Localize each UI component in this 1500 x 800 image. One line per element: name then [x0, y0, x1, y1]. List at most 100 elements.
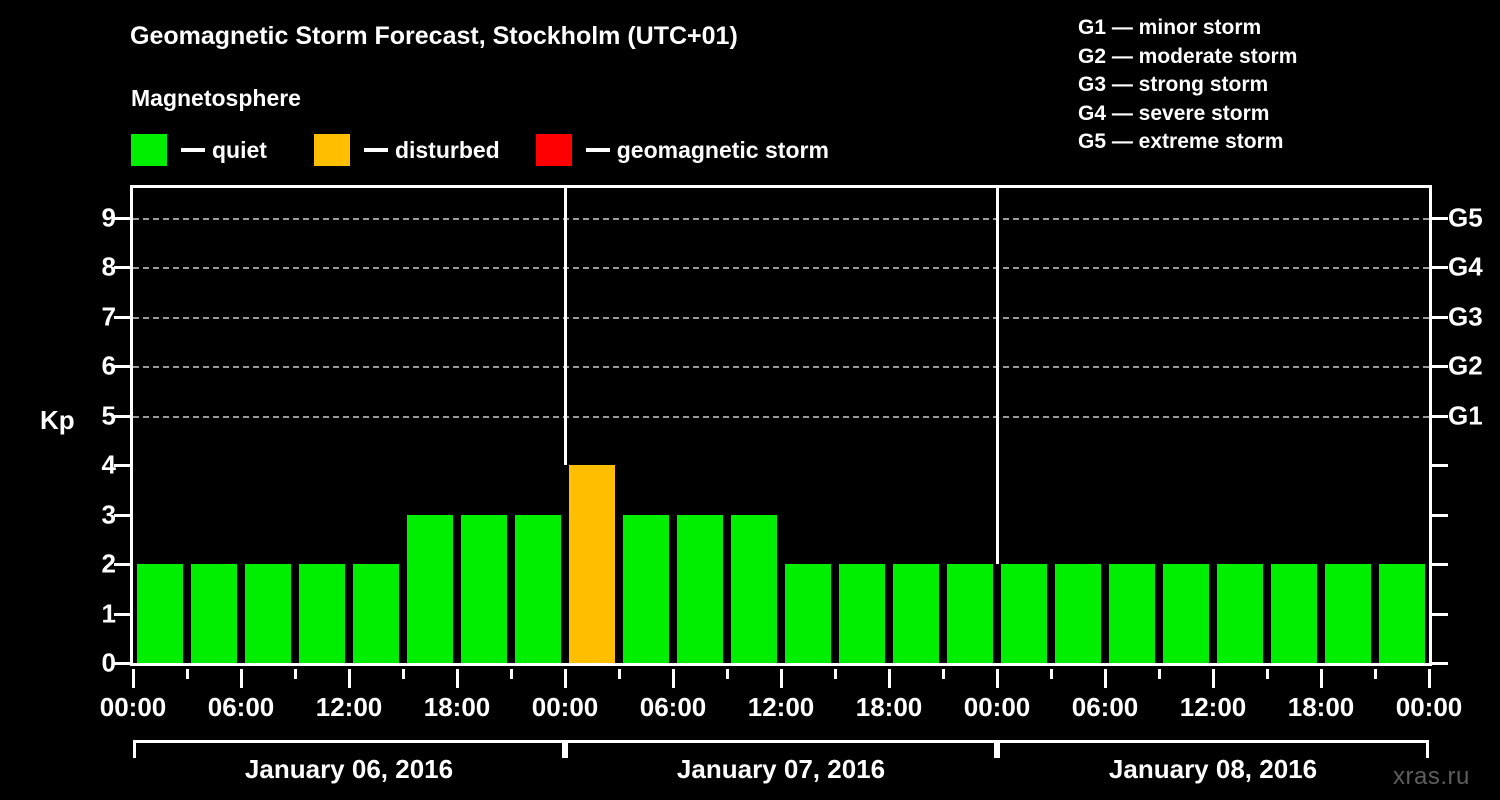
- bar-quiet-kp-2[interactable]: [1325, 564, 1371, 663]
- bar-slot[interactable]: [673, 188, 727, 663]
- x-tick-minor: [617, 669, 621, 679]
- page-title: Geomagnetic Storm Forecast, Stockholm (U…: [130, 22, 738, 50]
- y-tick-mark-right-3: [1432, 513, 1448, 517]
- bar-quiet-kp-2[interactable]: [839, 564, 885, 663]
- legend-item-geomagnetic-storm: geomagnetic storm: [535, 133, 829, 167]
- x-tick-major: [1319, 669, 1323, 688]
- bar-slot[interactable]: [565, 188, 619, 663]
- bar-quiet-kp-2[interactable]: [1379, 564, 1425, 663]
- bar-quiet-kp-3[interactable]: [731, 514, 777, 663]
- y-tick-label-g5: G5: [1448, 202, 1483, 233]
- bar-quiet-kp-2[interactable]: [137, 564, 183, 663]
- bar-quiet-kp-2[interactable]: [893, 564, 939, 663]
- bar-quiet-kp-2[interactable]: [1109, 564, 1155, 663]
- condition-legend: quiet disturbed geomagnetic storm: [131, 133, 829, 167]
- y-tick-mark-left-4: [114, 464, 130, 468]
- x-tick-major: [1427, 669, 1431, 688]
- y-tick-mark-right-8: [1432, 266, 1448, 270]
- bar-slot[interactable]: [943, 188, 997, 663]
- bar-slot[interactable]: [1105, 188, 1159, 663]
- y-tick-mark-right-9: [1432, 216, 1448, 220]
- gscale-legend: G1 — minor storm G2 — moderate storm G3 …: [1078, 14, 1297, 157]
- bar-slot[interactable]: [187, 188, 241, 663]
- y-tick-mark-right-1: [1432, 612, 1448, 616]
- bar-quiet-kp-2[interactable]: [785, 564, 831, 663]
- y-tick-label-g4: G4: [1448, 251, 1483, 282]
- bar-quiet-kp-3[interactable]: [677, 514, 723, 663]
- bar-quiet-kp-2[interactable]: [1217, 564, 1263, 663]
- bar-quiet-kp-3[interactable]: [515, 514, 561, 663]
- legend-label-quiet: quiet: [212, 136, 267, 163]
- bars-layer: [133, 188, 1429, 663]
- x-tick-label: 00:00: [1395, 692, 1463, 722]
- gscale-row-g3: G3 — strong storm: [1078, 73, 1269, 96]
- bar-slot[interactable]: [295, 188, 349, 663]
- y-tick-label-kp-9: 9: [101, 202, 116, 233]
- bar-quiet-kp-3[interactable]: [407, 514, 453, 663]
- quiet-color-swatch-icon: [131, 134, 167, 166]
- x-tick-major: [563, 669, 567, 688]
- legend-item-disturbed: disturbed: [313, 133, 500, 167]
- bar-slot[interactable]: [1159, 188, 1213, 663]
- y-tick-label-kp-2: 2: [101, 548, 116, 579]
- bar-slot[interactable]: [1321, 188, 1375, 663]
- y-tick-mark-right-0: [1432, 662, 1448, 665]
- x-tick-label: 18:00: [855, 692, 923, 722]
- legend-dash-icon: [585, 148, 610, 152]
- bar-slot[interactable]: [835, 188, 889, 663]
- legend-dash-icon: [363, 148, 388, 152]
- day-band-1: [133, 740, 565, 758]
- bar-slot[interactable]: [133, 188, 187, 663]
- x-tick-major: [347, 669, 351, 688]
- watermark: xras.ru: [1393, 763, 1470, 790]
- plot-inner: [133, 188, 1429, 663]
- bar-quiet-kp-3[interactable]: [461, 514, 507, 663]
- y-tick-mark-left-9: [114, 216, 130, 220]
- bar-slot[interactable]: [457, 188, 511, 663]
- bar-slot[interactable]: [727, 188, 781, 663]
- y-axis-title-kp: Kp: [40, 405, 75, 435]
- y-tick-label-kp-7: 7: [101, 301, 116, 332]
- x-tick-minor: [509, 669, 513, 679]
- y-tick-label-kp-5: 5: [101, 400, 116, 431]
- bar-slot[interactable]: [1375, 188, 1429, 663]
- bar-quiet-kp-2[interactable]: [1271, 564, 1317, 663]
- bar-disturbed-kp-4[interactable]: [569, 465, 615, 663]
- y-tick-mark-left-5: [114, 414, 130, 418]
- y-tick-label-kp-6: 6: [101, 350, 116, 381]
- bar-quiet-kp-2[interactable]: [245, 564, 291, 663]
- y-tick-label-kp-0: 0: [101, 647, 116, 678]
- y-tick-label-g2: G2: [1448, 350, 1483, 381]
- bar-slot[interactable]: [1213, 188, 1267, 663]
- bar-slot[interactable]: [997, 188, 1051, 663]
- y-tick-label-g1: G1: [1448, 400, 1483, 431]
- bar-slot[interactable]: [511, 188, 565, 663]
- bar-slot[interactable]: [1051, 188, 1105, 663]
- bar-quiet-kp-2[interactable]: [299, 564, 345, 663]
- bar-quiet-kp-2[interactable]: [947, 564, 993, 663]
- bar-quiet-kp-2[interactable]: [191, 564, 237, 663]
- bar-slot[interactable]: [349, 188, 403, 663]
- gridline-kp-6: [133, 366, 1429, 369]
- x-tick-major: [1103, 669, 1107, 688]
- legend-label-geomagnetic-storm: geomagnetic storm: [616, 136, 829, 163]
- plot-area: [130, 185, 1432, 666]
- x-tick-minor: [401, 669, 405, 679]
- y-tick-mark-right-2: [1432, 563, 1448, 567]
- y-tick-mark-left-8: [114, 266, 130, 270]
- gscale-row-g1: G1 — minor storm: [1078, 16, 1262, 39]
- y-tick-label-kp-4: 4: [101, 449, 116, 480]
- bar-slot[interactable]: [1267, 188, 1321, 663]
- bar-slot[interactable]: [241, 188, 295, 663]
- bar-quiet-kp-2[interactable]: [1055, 564, 1101, 663]
- bar-quiet-kp-3[interactable]: [623, 514, 669, 663]
- bar-slot[interactable]: [619, 188, 673, 663]
- bar-slot[interactable]: [403, 188, 457, 663]
- storm-color-swatch-icon: [535, 134, 572, 166]
- bar-slot[interactable]: [781, 188, 835, 663]
- y-tick-label-kp-3: 3: [101, 499, 116, 530]
- bar-quiet-kp-2[interactable]: [1001, 564, 1047, 663]
- bar-quiet-kp-2[interactable]: [1163, 564, 1209, 663]
- bar-quiet-kp-2[interactable]: [353, 564, 399, 663]
- bar-slot[interactable]: [889, 188, 943, 663]
